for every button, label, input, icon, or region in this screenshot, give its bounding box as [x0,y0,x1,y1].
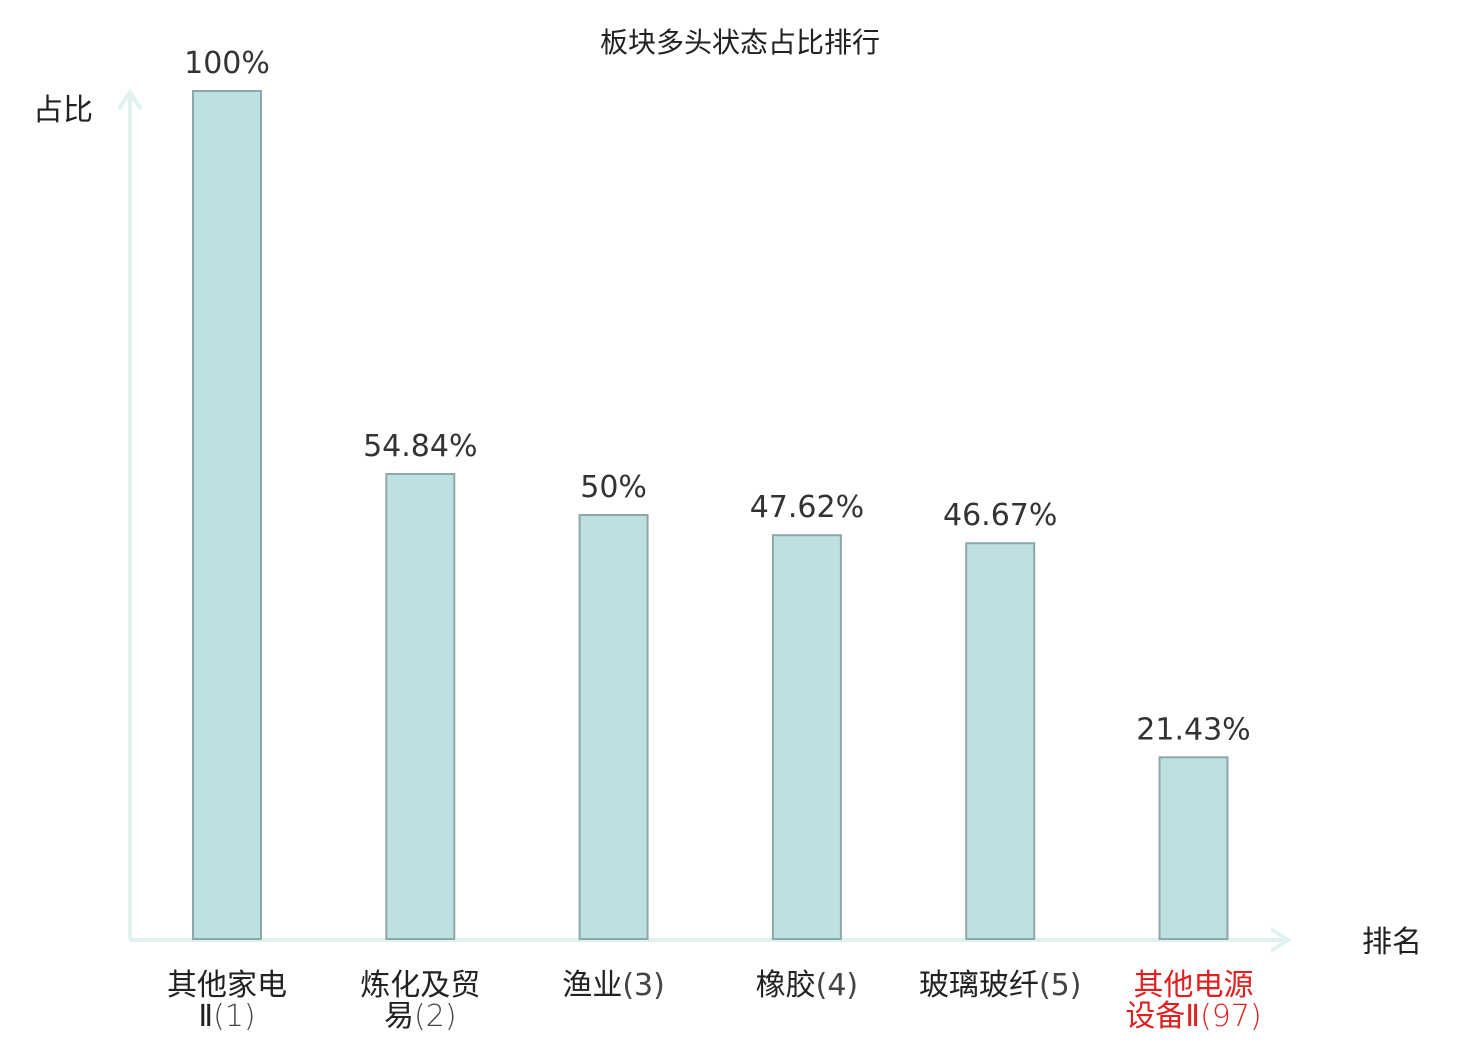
bar-value-label: 46.67% [943,498,1057,533]
category-tick-label: 橡胶(4) [756,968,859,1003]
bar [965,542,1036,940]
y-axis-label: 占比 [33,93,93,128]
bar [1158,756,1229,940]
bar-value-label: 54.84% [363,429,477,464]
bar-value-label: 47.62% [750,490,864,525]
category-tick-label: 其他电源 [1134,968,1254,1003]
bar-value-label: 50% [580,470,647,505]
bar [771,534,842,940]
category-tick-label-line2: 易(2) [384,999,457,1034]
bar-value-label: 21.43% [1136,712,1250,747]
category-tick-label-line2: Ⅱ(1) [198,999,255,1034]
category-tick-label-line2: 设备Ⅱ(97) [1125,999,1261,1034]
bar [192,90,262,940]
category-tick-label: 玻璃玻纤(5) [919,968,1081,1003]
category-tick-label: 炼化及贸 [360,968,480,1003]
y-axis-arrow [117,88,143,111]
bar [578,514,649,940]
category-tick-label: 渔业(3) [562,968,665,1003]
category-tick-label: 其他家电 [167,968,287,1003]
x-axis-arrow [1269,927,1292,953]
chart-title: 板块多头状态占比排行 [600,26,880,59]
x-axis-label: 排名 [1362,925,1422,960]
bar-value-label: 100% [184,46,270,81]
bar [385,473,456,940]
